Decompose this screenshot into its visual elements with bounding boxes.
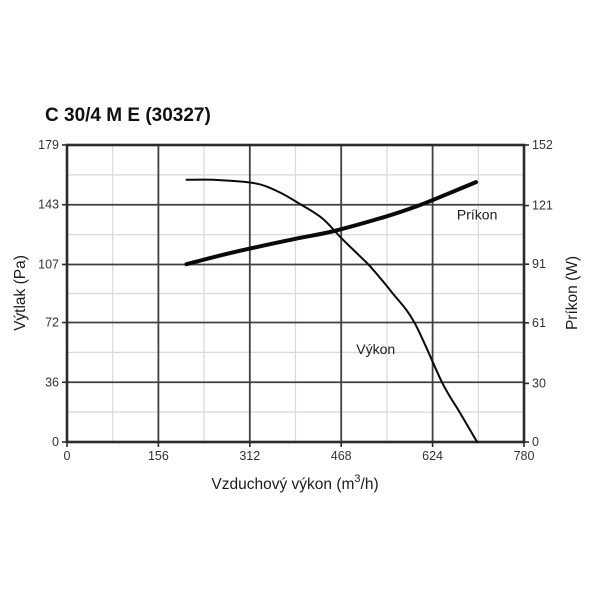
x-axis-title-superscript: 3 (354, 473, 360, 485)
curve-labels: Výkon Príkon (356, 206, 497, 357)
chart-title: C 30/4 M E (30327) (45, 105, 211, 126)
y-left-tick-label: 36 (45, 375, 59, 389)
x-axis-title-main: Vzduchový výkon (m (211, 476, 354, 493)
y-right-tick-label: 30 (532, 376, 546, 390)
y-right-tick-label: 91 (532, 257, 546, 271)
x-tick-label: 156 (148, 449, 169, 463)
y-left-axis-title: Výtlak (Pa) (12, 255, 29, 331)
y-left-tick-label: 143 (38, 198, 59, 212)
curves (184, 178, 479, 443)
x-tick-label: 468 (331, 449, 352, 463)
x-tick-label: 780 (514, 449, 535, 463)
y-right-axis-title: Príkon (W) (564, 256, 581, 330)
x-tick-label: 312 (239, 449, 260, 463)
curve-vykon (185, 178, 479, 443)
axis-ticks: 0 156 312 468 624 780036721071431790306191121… (38, 138, 553, 463)
y-left-tick-label: 179 (38, 138, 59, 152)
x-tick-label: 0 (64, 449, 71, 463)
x-axis-title: Vzduchový výkon (m3/h) (211, 473, 378, 493)
curve-prikon (184, 180, 478, 267)
y-left-tick-label: 107 (38, 257, 59, 271)
y-left-tick-label: 0 (52, 435, 59, 449)
y-right-tick-label: 152 (532, 138, 553, 152)
plot-border (65, 143, 526, 444)
curve-label-prikon: Príkon (457, 206, 497, 222)
y-right-tick-label: 0 (532, 435, 539, 449)
axis-frame (65, 143, 526, 444)
x-tick-label: 624 (422, 449, 443, 463)
x-axis-title-end: /h) (361, 476, 379, 493)
y-left-tick-label: 72 (45, 316, 59, 330)
y-right-tick-label: 61 (532, 316, 546, 330)
minor-grid (67, 145, 524, 442)
curve-label-vykon: Výkon (356, 341, 395, 357)
y-right-tick-label: 121 (532, 199, 553, 213)
major-grid (67, 145, 524, 442)
